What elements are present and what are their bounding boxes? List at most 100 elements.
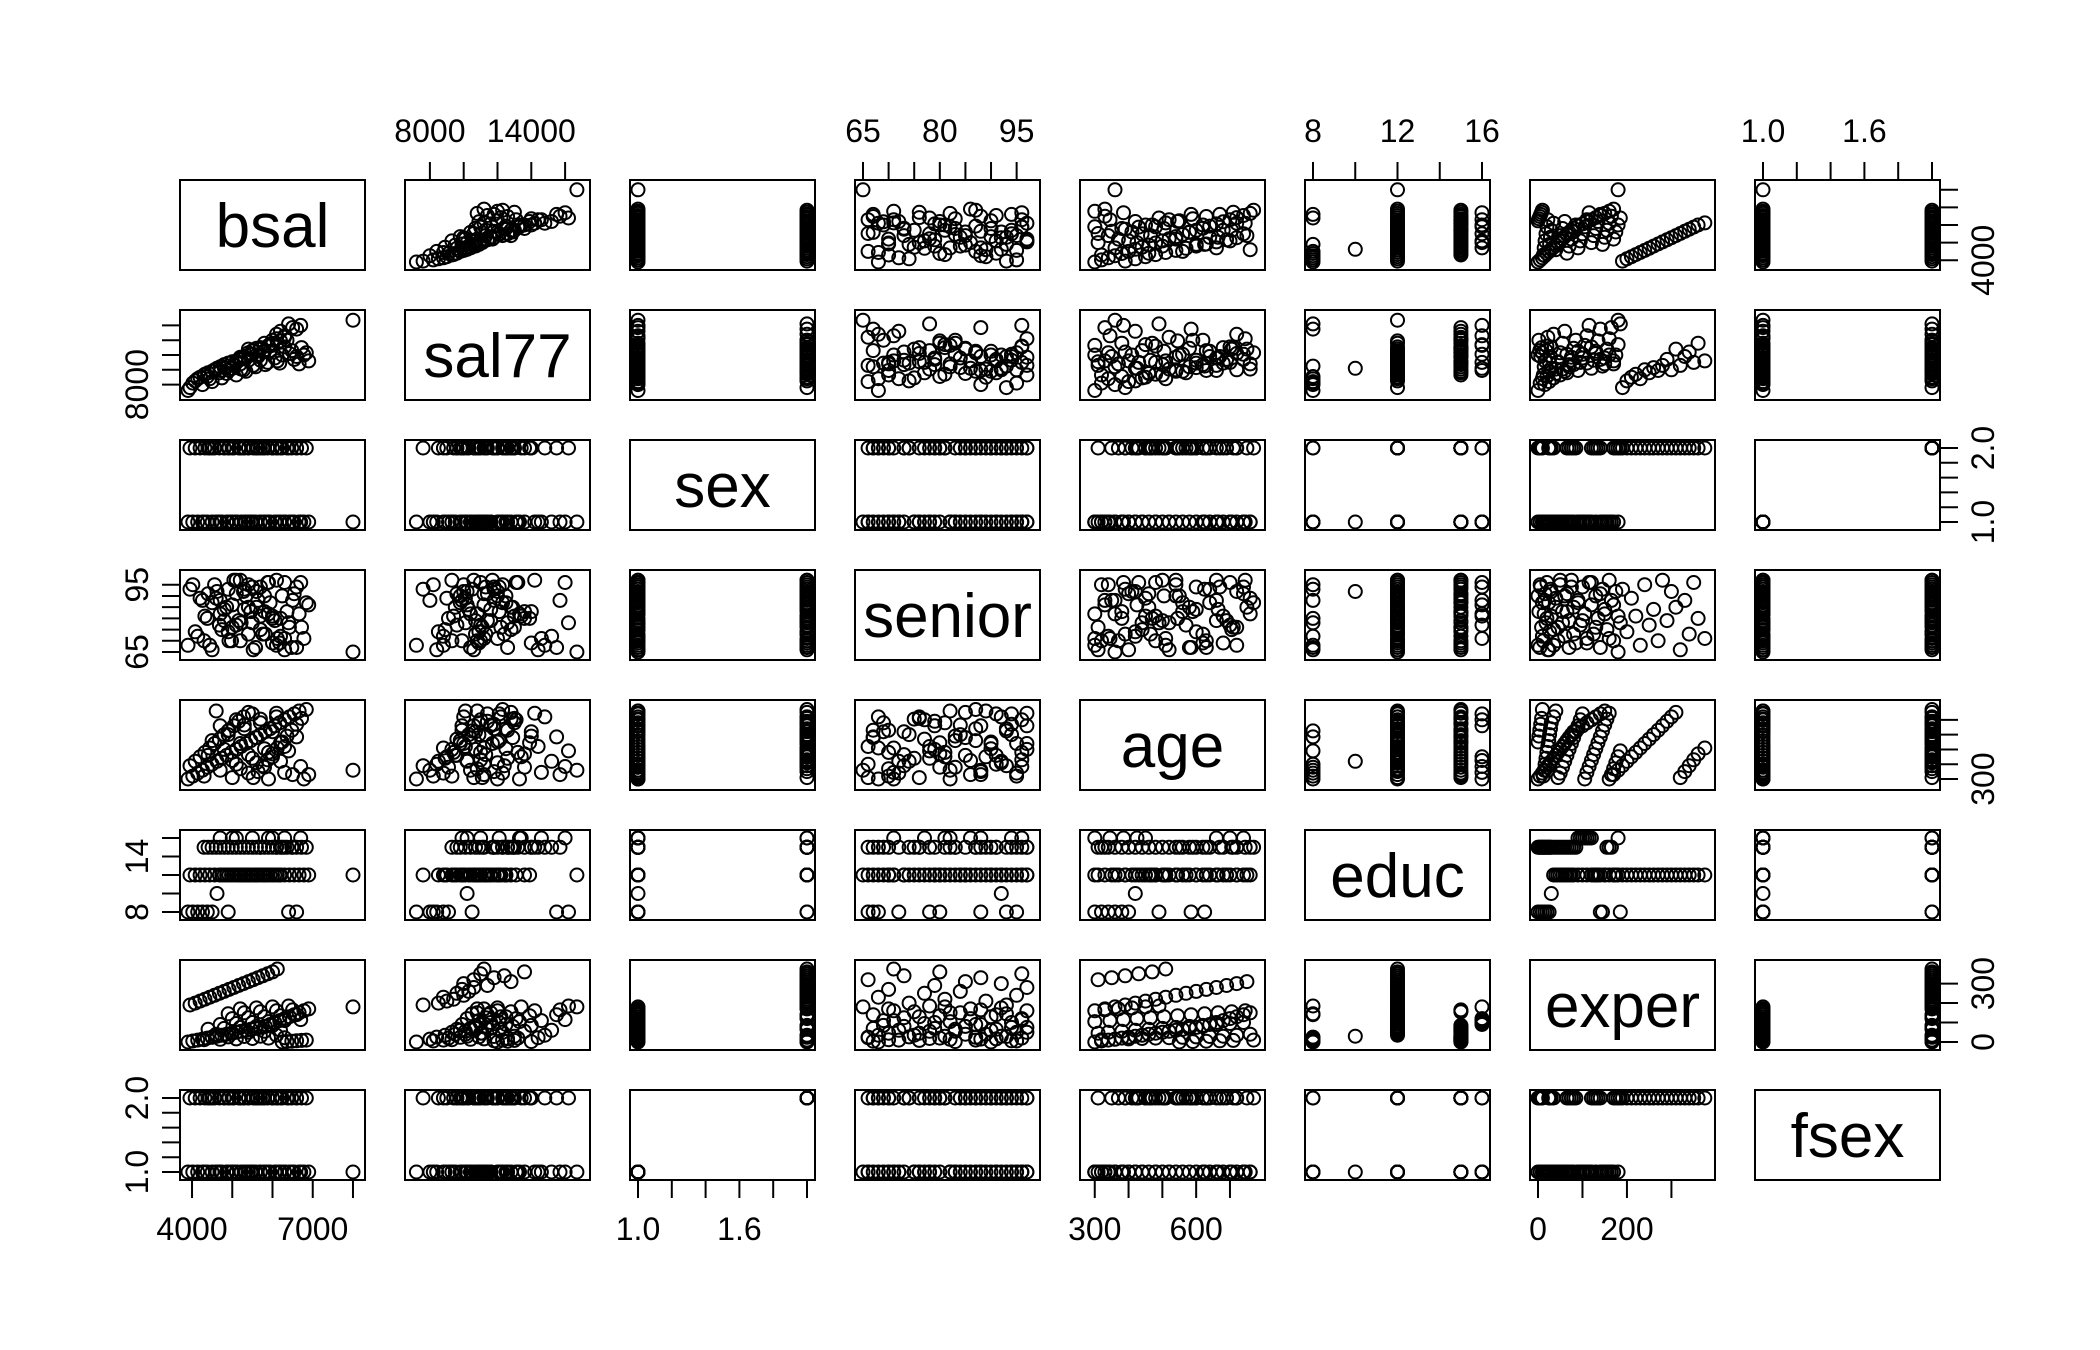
point-educ-vs-senior-15 — [1004, 867, 1019, 883]
point-exper-vs-senior-58 — [968, 1029, 984, 1045]
point-age-vs-bsal-68 — [200, 747, 216, 763]
point-age-vs-bsal-82 — [273, 735, 288, 751]
point-fsex-vs-senior-82 — [932, 1090, 948, 1106]
point-senior-vs-age-89 — [1110, 633, 1126, 649]
point-senior-vs-age-73 — [1208, 592, 1224, 608]
point-age-vs-sal77-60 — [486, 721, 502, 737]
point-bsal-vs-educ-84 — [1305, 236, 1321, 252]
point-educ-vs-senior-41 — [973, 867, 989, 883]
point-educ-vs-sal77-4 — [441, 904, 456, 920]
point-age-vs-sex-92 — [799, 743, 815, 759]
panel-frame-age-bsal — [179, 699, 366, 791]
point-fsex-vs-sal77-81 — [498, 1090, 514, 1106]
point-age-vs-senior-40 — [860, 770, 876, 786]
point-bsal-vs-senior-86 — [906, 222, 922, 238]
point-bsal-vs-fsex-92 — [1924, 210, 1940, 226]
point-senior-vs-sal77-69 — [468, 613, 483, 629]
point-exper-vs-bsal-45 — [269, 961, 285, 977]
panel-frame-bsal-exper — [1529, 179, 1716, 271]
point-senior-vs-age-19 — [1215, 635, 1231, 651]
point-fsex-vs-senior-32 — [1009, 1090, 1025, 1106]
panel-frame-senior-exper — [1529, 569, 1716, 661]
point-sal77-vs-age-53 — [1107, 359, 1123, 375]
point-bsal-vs-age-33 — [1178, 240, 1194, 256]
point-exper-vs-senior-25 — [963, 1001, 978, 1017]
point-bsal-vs-senior-49 — [1004, 206, 1019, 222]
point-educ-vs-bsal-86 — [252, 839, 268, 855]
point-fsex-vs-senior-60 — [998, 1090, 1014, 1106]
point-educ-vs-bsal-34 — [216, 867, 232, 883]
point-age-vs-senior-26 — [855, 762, 871, 778]
point-senior-vs-sal77-58 — [452, 595, 468, 611]
point-senior-vs-educ-86 — [1453, 622, 1469, 638]
point-senior-vs-age-57 — [1161, 642, 1177, 658]
point-educ-vs-age-88 — [1097, 839, 1113, 855]
point-sal77-vs-senior-81 — [983, 343, 999, 359]
point-bsal-vs-age-66 — [1114, 221, 1130, 236]
diag-label-bsal: bsal — [216, 192, 330, 261]
point-senior-vs-exper-30 — [1628, 608, 1644, 624]
point-bsal-vs-age-64 — [1090, 235, 1106, 251]
point-age-vs-educ-70 — [1453, 736, 1469, 751]
panel-frame-fsex-sex — [629, 1089, 816, 1181]
point-senior-vs-age-70 — [1168, 572, 1184, 588]
point-bsal-vs-exper-89 — [1606, 231, 1622, 247]
point-age-vs-bsal-79 — [224, 753, 240, 768]
point-sex-vs-sal77-68 — [449, 440, 465, 456]
point-exper-vs-bsal-58 — [204, 1029, 220, 1045]
point-sex-vs-senior-80 — [896, 440, 912, 456]
point-sex-vs-bsal-69 — [216, 440, 232, 456]
point-exper-vs-sal77-29 — [439, 993, 455, 1009]
diag-label-sex: sex — [674, 452, 770, 521]
point-sal77-vs-sex-84 — [630, 358, 646, 374]
point-educ-vs-bsal-88 — [285, 839, 301, 855]
point-sex-vs-sal77-81 — [498, 440, 514, 456]
point-exper-vs-fsex-78 — [1755, 1012, 1771, 1028]
point-senior-vs-sex-25 — [630, 597, 646, 613]
point-age-vs-fsex-72 — [1924, 724, 1940, 740]
point-age-vs-senior-71 — [957, 730, 973, 746]
point-bsal-vs-fsex-84 — [1755, 236, 1771, 252]
point-educ-vs-sal77-28 — [430, 867, 446, 883]
point-fsex-vs-senior-8 — [957, 1164, 973, 1180]
point-age-vs-senior-91 — [937, 749, 953, 765]
point-educ-vs-senior-6 — [993, 886, 1009, 901]
point-exper-vs-age-37 — [1219, 978, 1235, 993]
point-age-vs-sal77-78 — [557, 759, 573, 774]
point-exper-vs-sal77-41 — [486, 970, 502, 986]
point-senior-vs-exper-42 — [1681, 626, 1697, 642]
point-bsal-vs-age-32 — [1168, 242, 1184, 258]
panel-frame-fsex-sal77 — [404, 1089, 591, 1181]
point-sex-vs-bsal-5 — [204, 514, 220, 530]
point-age-vs-sal77-77 — [533, 764, 549, 780]
point-senior-vs-exper-89 — [1606, 633, 1622, 649]
point-bsal-vs-senior-35 — [881, 236, 897, 252]
point-exper-vs-fsex-45 — [1924, 961, 1940, 977]
point-age-vs-sal77-90 — [490, 755, 505, 771]
point-bsal-vs-sal77-27 — [415, 253, 431, 269]
point-fsex-vs-sal77-84 — [464, 1164, 480, 1180]
point-senior-vs-fsex-70 — [1924, 572, 1940, 588]
point-fsex-vs-senior-19 — [876, 1164, 891, 1180]
point-sex-vs-bsal-2 — [190, 514, 206, 530]
point-bsal-vs-fsex-26 — [1755, 182, 1771, 198]
point-bsal-vs-exper-91 — [1610, 217, 1626, 233]
point-sal77-vs-age-62 — [1229, 326, 1245, 342]
point-sex-vs-senior-71 — [957, 440, 973, 456]
point-exper-vs-age-24 — [1087, 1003, 1103, 1019]
point-sal77-vs-fsex-92 — [1924, 316, 1940, 332]
point-senior-vs-educ-83 — [1305, 640, 1321, 655]
point-sex-vs-senior-82 — [932, 440, 948, 456]
point-sal77-vs-educ-79 — [1474, 360, 1490, 376]
point-educ-vs-exper-90 — [1608, 867, 1624, 883]
point-sex-vs-educ-91 — [1474, 440, 1490, 456]
point-fsex-vs-bsal-27 — [182, 1090, 198, 1106]
point-exper-vs-senior-83 — [865, 1007, 881, 1023]
point-fsex-vs-sal77-27 — [415, 1090, 431, 1106]
point-bsal-vs-educ-82 — [1390, 214, 1405, 229]
point-age-vs-educ-91 — [1474, 749, 1490, 765]
point-age-vs-senior-80 — [896, 747, 912, 763]
point-age-vs-bsal-30 — [197, 744, 213, 760]
point-age-vs-bsal-52 — [196, 768, 212, 784]
